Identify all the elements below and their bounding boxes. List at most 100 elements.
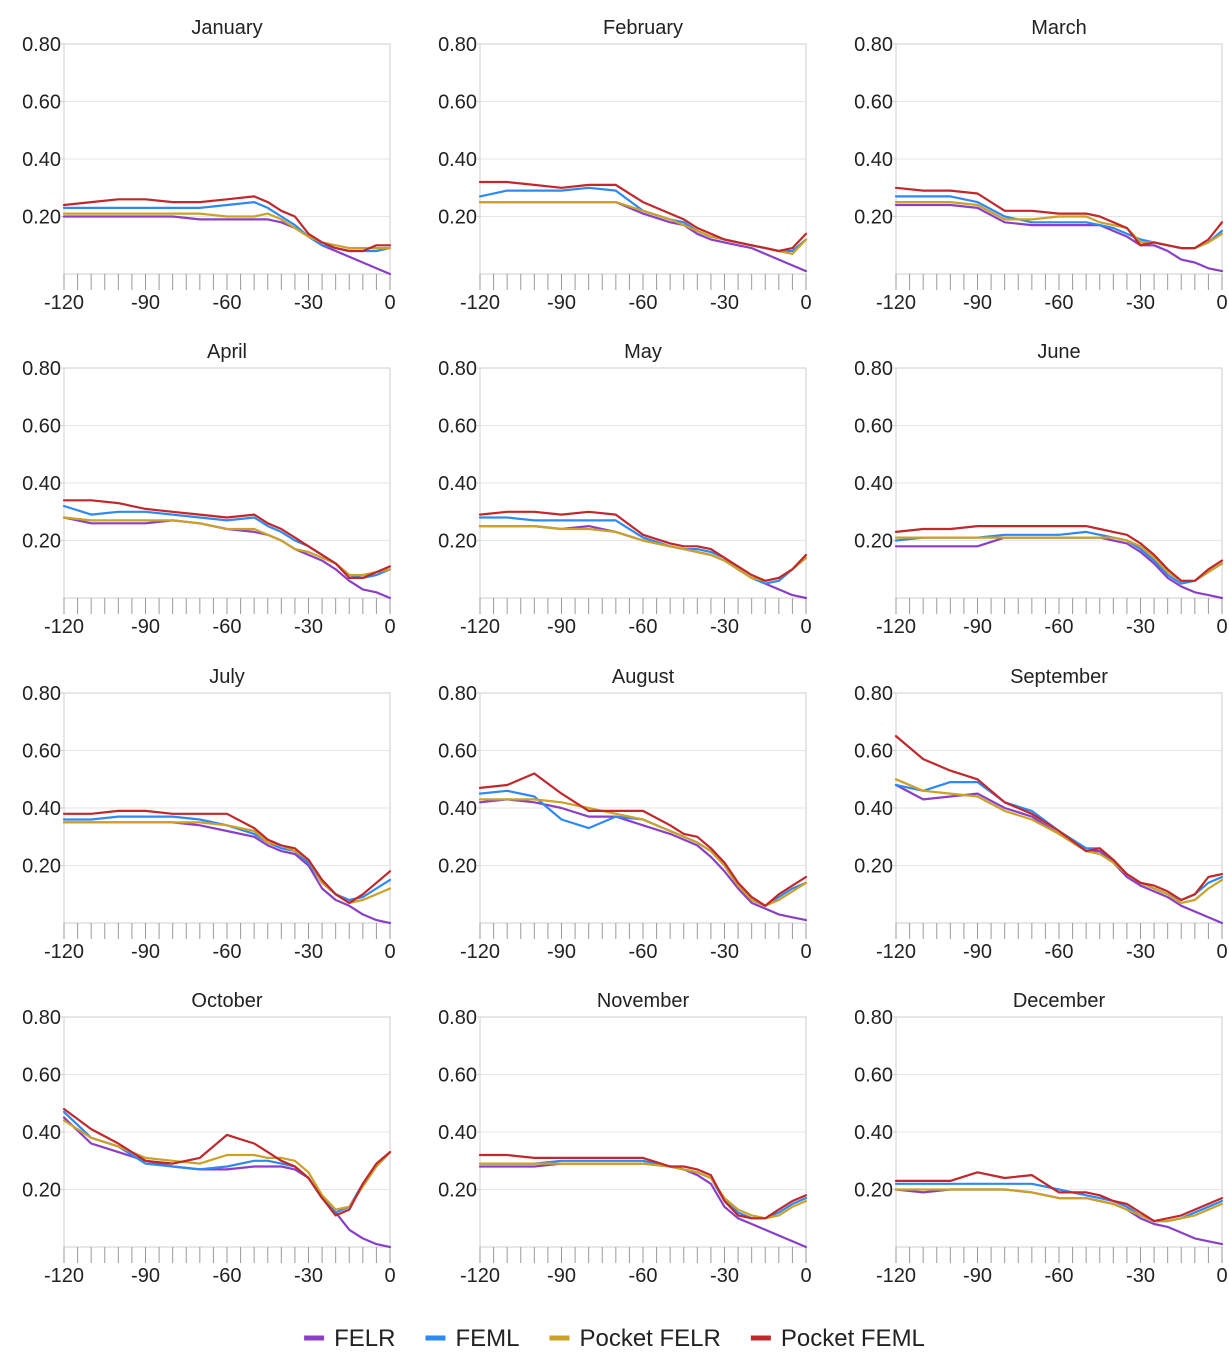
panel-january: 0.20 0.40 0.60 0.80 -120 -90 -60 -30 0 January [22,17,396,314]
x-tick-label: -90 [547,1265,576,1287]
y-tick-label: 0.40 [854,798,893,820]
series-line-pocket-feml [478,180,808,253]
legend-label: FEML [455,1325,519,1351]
x-tick-label: 0 [1216,292,1227,314]
y-tick-label: 0.20 [22,207,61,229]
y-tick-label: 0.60 [854,416,893,438]
x-tick-label: -90 [547,941,576,963]
x-tick-label: -30 [294,292,323,314]
x-tick-label: -90 [131,1265,160,1287]
y-tick-label: 0.20 [854,1180,893,1202]
series-line-pocket-felr [894,1188,1224,1223]
x-tick-label: -30 [710,1265,739,1287]
y-tick-label: 0.80 [854,358,893,380]
y-tick-label: 0.40 [854,473,893,495]
x-tick-label: -90 [131,616,160,638]
x-tick-label: -90 [963,616,992,638]
x-tick-label: -120 [44,616,84,638]
series-line-pocket-feml [62,195,392,253]
y-tick-label: 0.80 [438,1007,477,1029]
y-tick-label: 0.80 [854,34,893,56]
panel-april: 0.20 0.40 0.60 0.80 -120 -90 -60 -30 0 April [22,341,396,638]
series-line-pocket-feml [894,186,1224,250]
panel-title: June [1037,341,1080,363]
x-tick-label: -30 [294,616,323,638]
legend: FELR FEML Pocket FELR Pocket FEML [304,1325,925,1352]
series-line-pocket-feml [62,499,392,579]
legend-label: FELR [334,1325,395,1351]
y-tick-label: 0.20 [438,207,477,229]
x-tick-label: -60 [1045,1265,1074,1287]
series-line-felr [894,203,1224,273]
series-line-feml [894,781,1224,902]
panel-october: 0.20 0.40 0.60 0.80 -120 -90 -60 -30 0 October [22,990,396,1287]
x-tick-label: -60 [629,941,658,963]
x-tick-label: 0 [1216,941,1227,963]
panel-title: March [1031,17,1087,39]
panel-title: October [191,990,262,1012]
x-tick-label: 0 [800,1265,811,1287]
x-tick-label: -90 [131,292,160,314]
y-tick-label: 0.20 [22,1180,61,1202]
y-tick-label: 0.40 [438,798,477,820]
x-tick-label: -30 [710,941,739,963]
series-line-feml [62,815,392,902]
x-tick-label: -30 [1126,616,1155,638]
x-tick-label: -60 [213,941,242,963]
series-line-pocket-felr [894,778,1224,904]
y-tick-label: 0.80 [854,1007,893,1029]
y-tick-label: 0.40 [854,1122,893,1144]
x-tick-label: -120 [44,1265,84,1287]
x-tick-label: -120 [44,292,84,314]
x-tick-label: -120 [876,292,916,314]
x-tick-label: -120 [876,616,916,638]
y-tick-label: 0.60 [438,1065,477,1087]
series-line-felr [62,1116,392,1249]
x-tick-label: -90 [131,941,160,963]
y-tick-label: 0.20 [438,856,477,878]
x-tick-label: 0 [384,616,395,638]
y-tick-label: 0.80 [22,34,61,56]
x-tick-label: -60 [213,1265,242,1287]
y-tick-label: 0.40 [438,473,477,495]
x-tick-label: -30 [710,616,739,638]
panel-title: November [597,990,690,1012]
x-tick-label: 0 [384,941,395,963]
y-tick-label: 0.40 [22,1122,61,1144]
x-tick-label: -60 [213,616,242,638]
y-tick-label: 0.60 [438,92,477,114]
y-tick-label: 0.20 [438,531,477,553]
y-tick-label: 0.20 [22,531,61,553]
panel-title: July [209,666,245,688]
y-tick-label: 0.60 [22,92,61,114]
panel-june: 0.20 0.40 0.60 0.80 -120 -90 -60 -30 0 June [854,341,1228,638]
x-tick-label: -30 [1126,941,1155,963]
legend-label: Pocket FEML [781,1325,925,1351]
series-line-pocket-feml [478,510,808,582]
y-tick-label: 0.40 [854,149,893,171]
x-tick-label: -120 [460,292,500,314]
y-tick-label: 0.80 [854,683,893,705]
x-tick-label: -90 [547,292,576,314]
series-line-pocket-felr [478,798,808,907]
panel-title: August [612,666,675,688]
series-line-pocket-felr [62,821,392,904]
series-line-pocket-feml [894,735,1224,902]
y-tick-label: 0.60 [854,1065,893,1087]
series-line-pocket-felr [62,516,392,577]
x-tick-label: -90 [547,616,576,638]
x-tick-label: -30 [294,941,323,963]
series-line-felr [62,215,392,276]
series-line-felr [478,798,808,922]
x-tick-label: -60 [1045,941,1074,963]
x-tick-label: 0 [384,292,395,314]
panel-may: 0.20 0.40 0.60 0.80 -120 -90 -60 -30 0 May [438,341,812,638]
y-tick-label: 0.60 [438,416,477,438]
y-tick-label: 0.60 [22,741,61,763]
x-tick-label: 0 [1216,616,1227,638]
series-line-pocket-feml [894,525,1224,582]
panel-title: April [207,341,247,363]
x-tick-label: -60 [213,292,242,314]
series-line-felr [478,1162,808,1249]
